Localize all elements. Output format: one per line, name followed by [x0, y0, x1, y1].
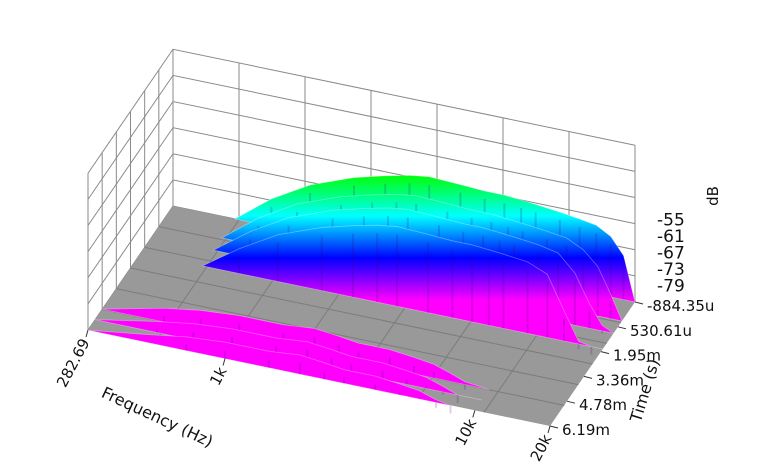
time-tick-label: 6.19m [562, 421, 610, 439]
grid-walls [87, 48, 636, 331]
frequency-tick-label: 282.69 [53, 335, 94, 390]
time-tick-label: 1.95m [613, 347, 661, 365]
frequency-axis-label: Frequency (Hz) [99, 383, 216, 451]
frequency-tick [85, 329, 89, 338]
time-tick-label: 4.78m [579, 396, 627, 414]
time-tick [566, 400, 576, 404]
z-tick-label: -73 [657, 260, 685, 280]
frequency-tick [222, 358, 226, 366]
time-tick [600, 351, 610, 355]
time-axis-label: Time (s) [626, 357, 663, 426]
time-tick-label: 530.61u [630, 322, 692, 340]
time-axis-tick-labels: -884.35u 530.61u 1.95m 3.36m 4.78m 6.19m [562, 297, 714, 439]
frequency-tick [472, 410, 476, 418]
time-tick [634, 301, 644, 305]
waterfall-surfaces [87, 174, 636, 414]
frequency-tick [547, 425, 551, 434]
time-tick-label: -884.35u [647, 297, 714, 315]
time-tick [583, 375, 593, 379]
z-tick-label: -79 [657, 277, 685, 297]
surface-slice [201, 224, 603, 350]
time-tick [549, 425, 559, 429]
z-axis-label: dB [704, 186, 722, 206]
z-tick-label: -67 [657, 244, 685, 264]
z-axis-tick-labels: -55-61-67-73-79 [657, 211, 685, 297]
frequency-tick-label: 20k [527, 431, 556, 464]
time-tick-label: 3.36m [596, 371, 644, 389]
frequency-tick-label: 10k [451, 416, 480, 449]
frequency-tick-label: 1k [206, 364, 231, 389]
z-tick-label: -55 [657, 211, 685, 231]
time-tick [617, 326, 627, 330]
axis-ticks [85, 301, 644, 434]
z-tick-label: -61 [657, 227, 685, 247]
